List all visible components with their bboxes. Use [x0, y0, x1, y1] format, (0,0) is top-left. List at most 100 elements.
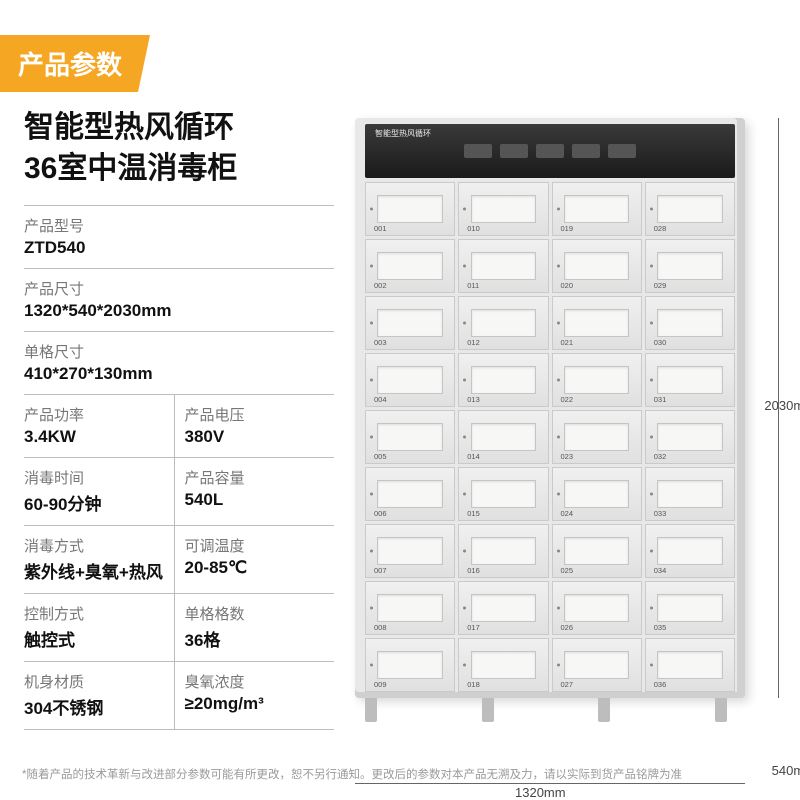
spec-value: ≥20mg/m³ — [185, 694, 331, 714]
section-badge: 产品参数 — [0, 35, 150, 92]
cell-window — [377, 366, 442, 395]
cell-window — [564, 252, 629, 281]
cell-window — [471, 537, 536, 566]
cell-window — [471, 423, 536, 452]
cell-window — [377, 309, 442, 338]
cell-window — [377, 195, 442, 224]
control-panel: 智能型热风循环 — [365, 124, 735, 178]
cell-window — [657, 594, 722, 623]
cabinet-cell: 013 — [458, 353, 548, 407]
cell-number: 028 — [654, 224, 667, 233]
title-line-2: 36室中温消毒柜 — [24, 149, 237, 190]
panel-button — [464, 144, 492, 158]
cabinet-cell: 009 — [365, 638, 455, 692]
cell-number: 034 — [654, 566, 667, 575]
cell-window — [377, 594, 442, 623]
cabinet-cell: 005 — [365, 410, 455, 464]
spec-value: 380V — [185, 427, 331, 447]
cabinet-cell: 014 — [458, 410, 548, 464]
cell-window — [471, 480, 536, 509]
cabinet-cell: 024 — [552, 467, 642, 521]
cell-number: 018 — [467, 680, 480, 689]
spec-label: 产品容量 — [185, 467, 331, 488]
title-line-1: 智能型热风循环 — [24, 108, 237, 149]
cabinet-cell: 031 — [645, 353, 735, 407]
cell-number: 021 — [561, 338, 574, 347]
cell-number: 036 — [654, 680, 667, 689]
spec-table: 产品型号ZTD540产品尺寸1320*540*2030mm单格尺寸410*270… — [24, 205, 334, 730]
cabinet-cell: 015 — [458, 467, 548, 521]
cabinet-cell: 019 — [552, 182, 642, 236]
cell-number: 001 — [374, 224, 387, 233]
leg — [365, 698, 377, 722]
cell-window — [657, 366, 722, 395]
cabinet-cell: 018 — [458, 638, 548, 692]
cabinet-cell: 026 — [552, 581, 642, 635]
cell-number: 024 — [561, 509, 574, 518]
spec-cell: 臭氧浓度≥20mg/m³ — [174, 662, 335, 729]
spec-label: 可调温度 — [185, 535, 331, 556]
spec-label: 产品功率 — [24, 404, 170, 425]
cabinet-cell: 012 — [458, 296, 548, 350]
cabinet-cell: 036 — [645, 638, 735, 692]
spec-cell: 单格尺寸410*270*130mm — [24, 332, 334, 394]
spec-value: 触控式 — [24, 626, 170, 651]
spec-label: 臭氧浓度 — [185, 671, 331, 692]
cell-number: 014 — [467, 452, 480, 461]
spec-label: 消毒时间 — [24, 467, 170, 488]
spec-value: 3.4KW — [24, 427, 170, 447]
cell-window — [377, 423, 442, 452]
cell-number: 013 — [467, 395, 480, 404]
cabinet-cell: 023 — [552, 410, 642, 464]
cabinet-cell: 020 — [552, 239, 642, 293]
cell-number: 035 — [654, 623, 667, 632]
spec-cell: 产品型号ZTD540 — [24, 206, 334, 268]
cell-number: 033 — [654, 509, 667, 518]
spec-cell: 产品容量540L — [174, 458, 335, 525]
spec-row: 控制方式触控式单格格数36格 — [24, 594, 334, 662]
cell-number: 006 — [374, 509, 387, 518]
spec-label: 消毒方式 — [24, 535, 170, 556]
spec-cell: 产品功率3.4KW — [24, 395, 174, 457]
cabinet-cell: 025 — [552, 524, 642, 578]
cabinet-grid: 0010100190280020110200290030120210300040… — [355, 182, 745, 698]
cell-number: 029 — [654, 281, 667, 290]
cell-window — [377, 537, 442, 566]
cell-window — [377, 252, 442, 281]
cell-window — [564, 195, 629, 224]
spec-cell: 可调温度20-85℃ — [174, 526, 335, 593]
spec-row: 单格尺寸410*270*130mm — [24, 332, 334, 395]
cabinet-cell: 011 — [458, 239, 548, 293]
cell-number: 020 — [561, 281, 574, 290]
cell-number: 010 — [467, 224, 480, 233]
panel-button — [572, 144, 600, 158]
cell-number: 026 — [561, 623, 574, 632]
cell-number: 017 — [467, 623, 480, 632]
cabinet-cell: 021 — [552, 296, 642, 350]
cell-window — [657, 480, 722, 509]
cabinet-legs — [365, 698, 727, 722]
cell-number: 022 — [561, 395, 574, 404]
spec-value: 20-85℃ — [185, 558, 331, 578]
cell-number: 016 — [467, 566, 480, 575]
spec-cell: 消毒方式紫外线+臭氧+热风 — [24, 526, 174, 593]
spec-value: 紫外线+臭氧+热风 — [24, 558, 170, 583]
spec-row: 产品尺寸1320*540*2030mm — [24, 269, 334, 332]
leg — [598, 698, 610, 722]
cabinet-cell: 033 — [645, 467, 735, 521]
cell-number: 002 — [374, 281, 387, 290]
spec-label: 产品尺寸 — [24, 278, 330, 299]
spec-row: 产品功率3.4KW产品电压380V — [24, 395, 334, 458]
panel-button — [536, 144, 564, 158]
spec-value: 1320*540*2030mm — [24, 301, 330, 321]
cabinet-body: 智能型热风循环 00101001902800201102002900301202… — [355, 118, 745, 698]
cell-number: 015 — [467, 509, 480, 518]
cell-window — [657, 252, 722, 281]
cell-number: 030 — [654, 338, 667, 347]
cell-number: 008 — [374, 623, 387, 632]
cell-number: 025 — [561, 566, 574, 575]
cabinet-cell: 029 — [645, 239, 735, 293]
cell-window — [471, 366, 536, 395]
cabinet-illustration: 智能型热风循环 00101001902800201102002900301202… — [355, 118, 775, 738]
cell-window — [471, 651, 536, 680]
